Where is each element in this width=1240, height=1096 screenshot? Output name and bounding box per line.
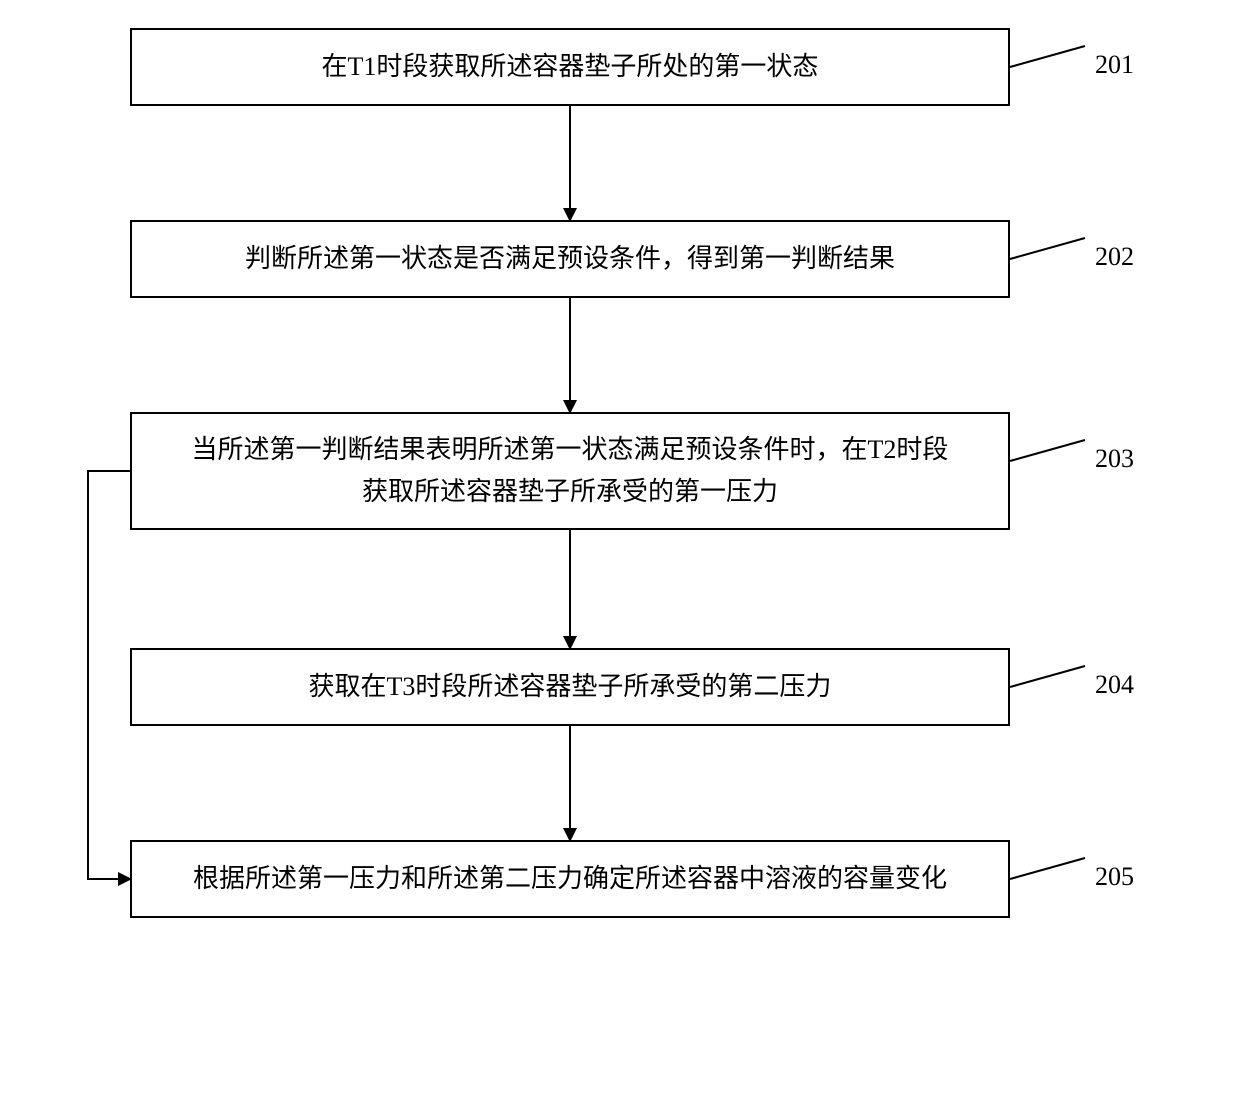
label-leader-line <box>1010 666 1085 687</box>
label-leader-line <box>1010 238 1085 259</box>
flowchart-node-n4: 获取在T3时段所述容器垫子所承受的第二压力 <box>130 648 1010 726</box>
flowchart-step-number: 202 <box>1095 242 1134 272</box>
flowchart-step-number: 203 <box>1095 444 1134 474</box>
label-leader-line <box>1010 858 1085 879</box>
flowchart-node-n5: 根据所述第一压力和所述第二压力确定所述容器中溶液的容量变化 <box>130 840 1010 918</box>
label-leader-line <box>1010 46 1085 67</box>
flowchart-edge <box>88 471 130 879</box>
flowchart-node-text: 判断所述第一状态是否满足预设条件，得到第一判断结果 <box>245 238 895 280</box>
flowchart-node-n3: 当所述第一判断结果表明所述第一状态满足预设条件时，在T2时段 获取所述容器垫子所… <box>130 412 1010 530</box>
flowchart-node-n1: 在T1时段获取所述容器垫子所处的第一状态 <box>130 28 1010 106</box>
flowchart-node-text: 在T1时段获取所述容器垫子所处的第一状态 <box>322 46 819 88</box>
flowchart-canvas: 在T1时段获取所述容器垫子所处的第一状态判断所述第一状态是否满足预设条件，得到第… <box>0 0 1240 1096</box>
label-leader-line <box>1010 440 1085 461</box>
flowchart-node-text: 当所述第一判断结果表明所述第一状态满足预设条件时，在T2时段 获取所述容器垫子所… <box>192 429 949 512</box>
flowchart-step-number: 201 <box>1095 50 1134 80</box>
flowchart-step-number: 205 <box>1095 862 1134 892</box>
flowchart-node-text: 根据所述第一压力和所述第二压力确定所述容器中溶液的容量变化 <box>193 858 947 900</box>
flowchart-node-text: 获取在T3时段所述容器垫子所承受的第二压力 <box>309 666 832 708</box>
flowchart-step-number: 204 <box>1095 670 1134 700</box>
flowchart-node-n2: 判断所述第一状态是否满足预设条件，得到第一判断结果 <box>130 220 1010 298</box>
flowchart-edges <box>0 0 1240 1096</box>
